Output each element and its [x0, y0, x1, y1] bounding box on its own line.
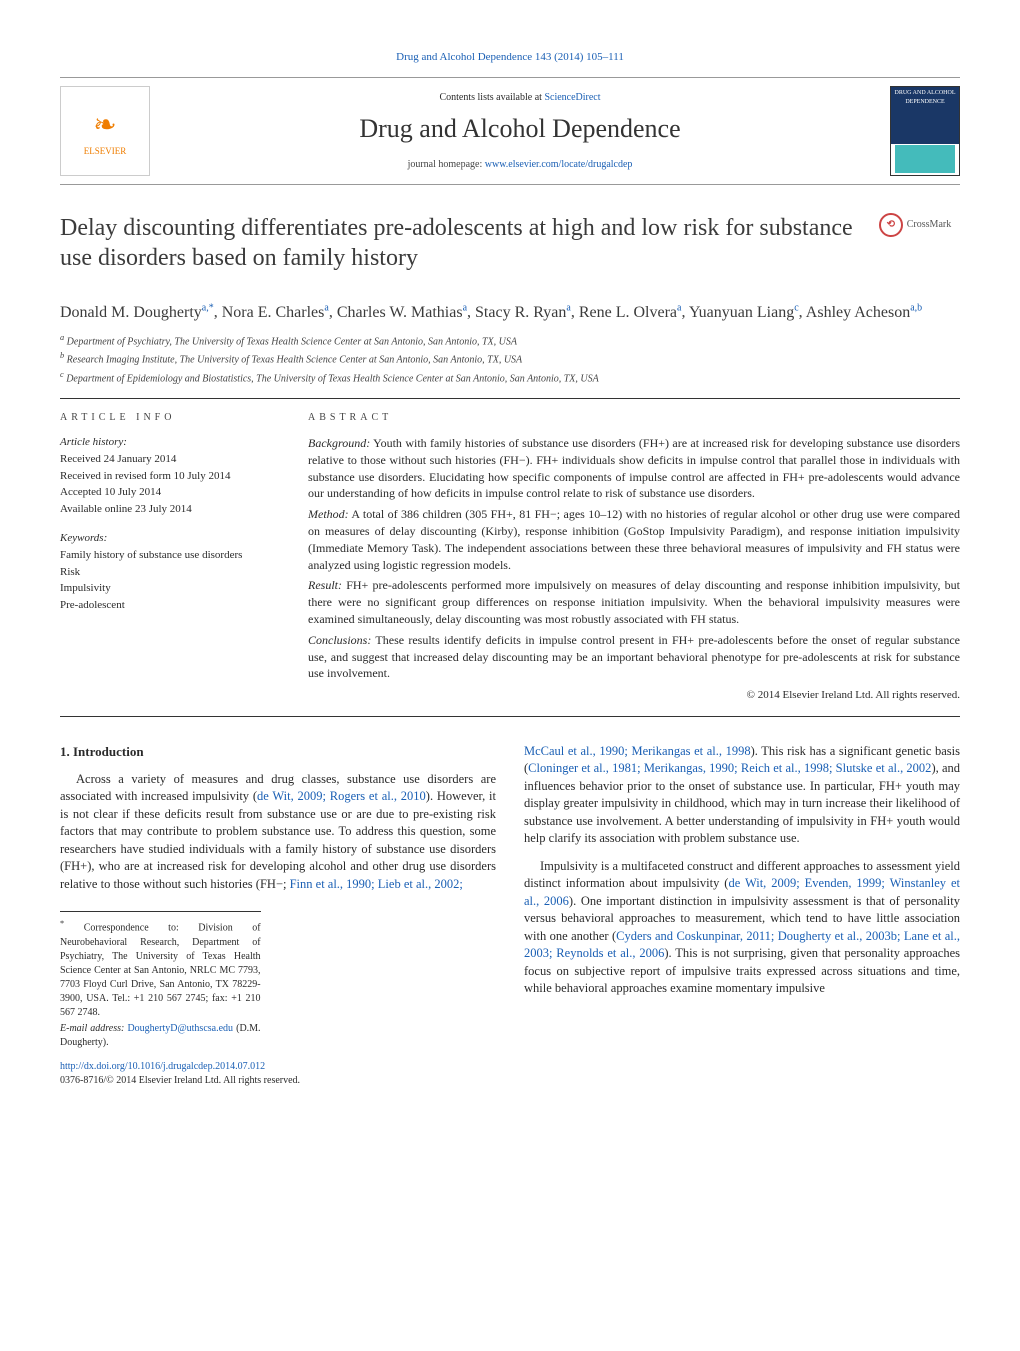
body-right-column: McCaul et al., 1990; Merikangas et al., …	[524, 743, 960, 1088]
publisher-logo: ❧ ELSEVIER	[60, 86, 150, 176]
author-affil-sup: a	[463, 302, 467, 313]
article-header: Delay discounting differentiates pre-ado…	[60, 213, 960, 287]
info-abstract-row: article info Article history: Received 2…	[60, 411, 960, 704]
abstract-paragraph: Result: FH+ pre-adolescents performed mo…	[308, 577, 960, 627]
corr-marker: *	[60, 919, 64, 928]
history-label: Article history:	[60, 435, 280, 450]
abstract-copyright: © 2014 Elsevier Ireland Ltd. All rights …	[308, 688, 960, 703]
author: Charles W. Mathiasa	[337, 304, 467, 321]
keyword-list: Family history of substance use disorder…	[60, 548, 280, 613]
email-link[interactable]: DoughertyD@uthscsa.edu	[127, 1023, 233, 1034]
author: Rene L. Olveraa	[579, 304, 682, 321]
masthead-center: Contents lists available at ScienceDirec…	[150, 91, 890, 171]
masthead: ❧ ELSEVIER Contents lists available at S…	[60, 77, 960, 185]
keyword: Family history of substance use disorder…	[60, 548, 280, 563]
history-line: Available online 23 July 2014	[60, 502, 280, 517]
author: Stacy R. Ryana	[475, 304, 571, 321]
article-info-column: article info Article history: Received 2…	[60, 411, 280, 704]
homepage-prefix: journal homepage:	[408, 159, 485, 170]
abstract-paragraphs: Background: Youth with family histories …	[308, 435, 960, 682]
body-paragraph: Impulsivity is a multifaceted construct …	[524, 858, 960, 998]
corr-text: Correspondence to: Division of Neurobeha…	[60, 923, 261, 1018]
email-line: E-mail address: DoughertyD@uthscsa.edu (…	[60, 1022, 261, 1050]
author-affil-sup: a	[566, 302, 570, 313]
page-root: Drug and Alcohol Dependence 143 (2014) 1…	[0, 0, 1020, 1138]
author-affil-sup: a,*	[202, 302, 214, 313]
journal-homepage-line: journal homepage: www.elsevier.com/locat…	[150, 158, 890, 172]
cover-label: DRUG AND ALCOHOL DEPENDENCE	[891, 87, 959, 106]
affiliation: b Research Imaging Institute, The Univer…	[60, 350, 960, 367]
abstract-paragraph: Method: A total of 386 children (305 FH+…	[308, 506, 960, 573]
affiliation-list: a Department of Psychiatry, The Universi…	[60, 332, 960, 386]
author-affil-sup: a	[324, 302, 328, 313]
rule-below-abstract	[60, 716, 960, 717]
author: Donald M. Doughertya,*	[60, 304, 214, 321]
abstract-paragraph: Background: Youth with family histories …	[308, 435, 960, 502]
journal-homepage-link[interactable]: www.elsevier.com/locate/drugalcdep	[485, 159, 633, 170]
history-line: Received 24 January 2014	[60, 452, 280, 467]
author: Nora E. Charlesa	[222, 304, 329, 321]
affiliation: c Department of Epidemiology and Biostat…	[60, 369, 960, 386]
author-affil-sup: a,b	[910, 302, 922, 313]
crossmark-label: CrossMark	[907, 218, 951, 232]
sciencedirect-link[interactable]: ScienceDirect	[544, 92, 600, 103]
corresponding-author-note: * Correspondence to: Division of Neurobe…	[60, 918, 261, 1019]
title-block: Delay discounting differentiates pre-ado…	[60, 213, 870, 287]
article-info-label: article info	[60, 411, 280, 425]
keyword: Pre-adolescent	[60, 598, 280, 613]
cover-image-icon	[895, 145, 955, 173]
author-affil-sup: c	[794, 302, 798, 313]
crossmark-icon: ⟲	[879, 213, 903, 237]
crossmark-badge[interactable]: ⟲ CrossMark	[870, 213, 960, 237]
abstract-paragraph: Conclusions: These results identify defi…	[308, 632, 960, 682]
contents-available-line: Contents lists available at ScienceDirec…	[150, 91, 890, 105]
author-list: Donald M. Doughertya,*, Nora E. Charlesa…	[60, 301, 960, 324]
rule-above-info	[60, 398, 960, 399]
history-line: Received in revised form 10 July 2014	[60, 469, 280, 484]
keyword: Risk	[60, 565, 280, 580]
footnotes: * Correspondence to: Division of Neurobe…	[60, 911, 261, 1049]
issn-copyright-line: 0376-8716/© 2014 Elsevier Ireland Ltd. A…	[60, 1074, 496, 1088]
author: Ashley Achesona,b	[806, 304, 922, 321]
abstract-label: abstract	[308, 411, 960, 425]
journal-name: Drug and Alcohol Dependence	[150, 111, 890, 147]
author-affil-sup: a	[677, 302, 681, 313]
doi-link[interactable]: http://dx.doi.org/10.1016/j.drugalcdep.2…	[60, 1061, 265, 1072]
body-paragraph: Across a variety of measures and drug cl…	[60, 771, 496, 894]
abstract-column: abstract Background: Youth with family h…	[308, 411, 960, 704]
body-columns: 1. Introduction Across a variety of meas…	[60, 743, 960, 1088]
email-label: E-mail address:	[60, 1023, 124, 1034]
keywords-label: Keywords:	[60, 531, 280, 546]
author: Yuanyuan Liangc	[689, 304, 799, 321]
journal-cover-thumbnail: DRUG AND ALCOHOL DEPENDENCE	[890, 86, 960, 176]
body-left-column: 1. Introduction Across a variety of meas…	[60, 743, 496, 1088]
history-line: Accepted 10 July 2014	[60, 485, 280, 500]
issue-citation-link[interactable]: Drug and Alcohol Dependence 143 (2014) 1…	[396, 51, 624, 63]
affiliation: a Department of Psychiatry, The Universi…	[60, 332, 960, 349]
contents-prefix: Contents lists available at	[439, 92, 544, 103]
elsevier-tree-icon: ❧	[93, 106, 116, 145]
body-paragraph: McCaul et al., 1990; Merikangas et al., …	[524, 743, 960, 848]
journal-issue-link: Drug and Alcohol Dependence 143 (2014) 1…	[60, 50, 960, 65]
doi-block: http://dx.doi.org/10.1016/j.drugalcdep.2…	[60, 1060, 496, 1088]
publisher-name: ELSEVIER	[84, 145, 127, 158]
article-title: Delay discounting differentiates pre-ado…	[60, 213, 870, 273]
intro-heading: 1. Introduction	[60, 743, 496, 761]
keyword: Impulsivity	[60, 581, 280, 596]
history-lines: Received 24 January 2014 Received in revi…	[60, 452, 280, 517]
